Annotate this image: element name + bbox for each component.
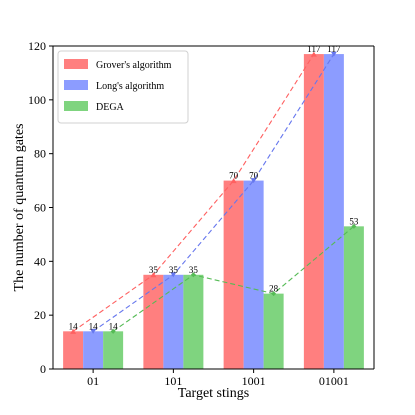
bar-dega-01 xyxy=(103,331,124,369)
marker-long-s-algorithm-101 xyxy=(170,272,177,278)
marker-long-s-algorithm-01001 xyxy=(330,51,337,57)
bar-long-s-algorithm-01 xyxy=(83,331,104,369)
legend-label: Long's algorithm xyxy=(96,81,164,92)
marker-grover-s-algorithm-101 xyxy=(150,272,157,278)
bar-dega-1001 xyxy=(263,293,284,369)
legend-label: Grover's algorithm xyxy=(96,60,172,71)
data-label: 117 xyxy=(307,44,321,54)
data-label: 117 xyxy=(327,44,341,54)
data-label: 70 xyxy=(249,171,259,181)
legend-swatch xyxy=(64,59,88,69)
bar-grover-s-algorithm-101 xyxy=(143,274,164,369)
data-label: 14 xyxy=(89,321,99,331)
marker-grover-s-algorithm-1001 xyxy=(230,178,237,184)
data-label: 35 xyxy=(169,265,179,275)
marker-long-s-algorithm-01 xyxy=(90,328,97,334)
bar-grover-s-algorithm-01001 xyxy=(303,54,324,369)
legend-swatch xyxy=(64,80,88,90)
marker-grover-s-algorithm-01 xyxy=(70,328,77,334)
data-label: 14 xyxy=(69,321,79,331)
data-label: 53 xyxy=(349,216,359,226)
trend-line-long-s-algorithm xyxy=(92,53,335,332)
bar-long-s-algorithm-01001 xyxy=(323,54,344,369)
y-tick-label: 0 xyxy=(40,362,46,376)
x-axis-title: Target stings xyxy=(178,386,249,401)
y-tick-label: 40 xyxy=(34,254,46,268)
y-tick-label: 20 xyxy=(34,308,46,322)
y-tick-label: 120 xyxy=(28,39,46,53)
legend-box xyxy=(57,50,189,124)
data-label: 35 xyxy=(189,265,199,275)
bar-grover-s-algorithm-01 xyxy=(63,331,84,369)
marker-dega-101 xyxy=(190,272,196,278)
marker-dega-01001 xyxy=(351,223,357,229)
x-tick-label: 1001 xyxy=(242,374,266,388)
x-tick-label: 01 xyxy=(87,374,99,388)
legend: Grover's algorithm Long's algorithm DEGA xyxy=(57,50,189,124)
data-label: 70 xyxy=(229,171,239,181)
trend-line-grover-s-algorithm xyxy=(72,53,315,332)
marker-dega-1001 xyxy=(271,291,277,297)
data-label: 35 xyxy=(149,265,159,275)
x-tick-label: 01001 xyxy=(319,374,349,388)
bar-dega-101 xyxy=(183,274,204,369)
y-tick-label: 80 xyxy=(34,147,46,161)
y-axis-title: The number of quantum gates xyxy=(12,124,27,292)
legend-swatch xyxy=(64,101,88,111)
trend-line-dega xyxy=(112,225,355,332)
legend-label: DEGA xyxy=(96,102,125,113)
x-tick-label: 101 xyxy=(164,374,182,388)
y-tick-label: 60 xyxy=(34,201,46,215)
bar-dega-01001 xyxy=(343,226,364,369)
marker-dega-01 xyxy=(110,328,116,334)
bar-long-s-algorithm-1001 xyxy=(243,180,264,369)
marker-long-s-algorithm-1001 xyxy=(250,178,257,184)
bar-grover-s-algorithm-1001 xyxy=(223,180,244,369)
y-tick-label: 100 xyxy=(28,93,46,107)
bar-long-s-algorithm-101 xyxy=(163,274,184,369)
marker-grover-s-algorithm-01001 xyxy=(310,51,317,57)
data-label: 14 xyxy=(109,321,119,331)
data-label: 28 xyxy=(269,284,279,294)
